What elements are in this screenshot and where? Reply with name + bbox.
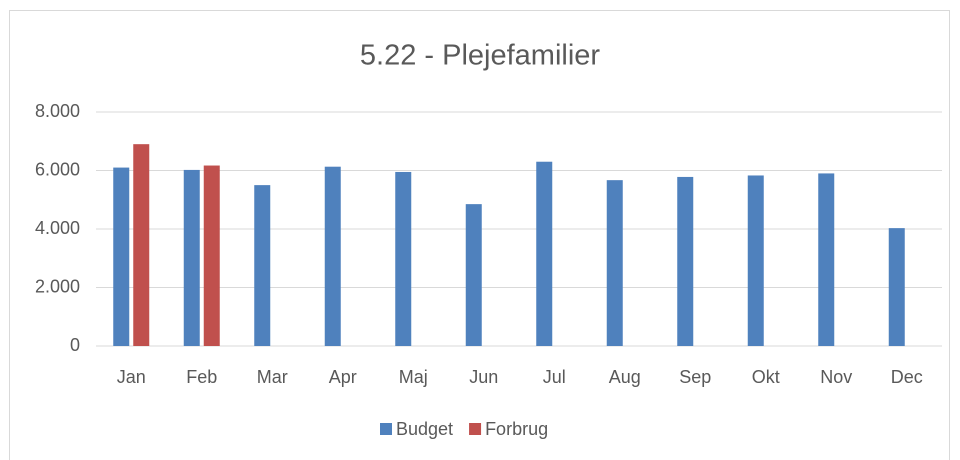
legend-swatch	[380, 423, 392, 435]
y-tick-label: 6.000	[35, 159, 80, 179]
x-tick-label: Jun	[469, 367, 498, 387]
y-tick-label: 8.000	[35, 101, 80, 121]
bar	[888, 228, 905, 346]
y-tick-label: 4.000	[35, 218, 80, 238]
x-tick-label: Nov	[820, 367, 852, 387]
legend-label: Forbrug	[485, 419, 548, 439]
bar	[203, 165, 220, 346]
y-tick-label: 2.000	[35, 276, 80, 296]
x-tick-label: Jul	[543, 367, 566, 387]
bar	[113, 167, 130, 346]
x-tick-label: Okt	[752, 367, 780, 387]
chart-title: 5.22 - Plejefamilier	[360, 40, 600, 72]
bar	[677, 176, 694, 346]
x-tick-label: Maj	[399, 367, 428, 387]
x-tick-label: Dec	[891, 367, 923, 387]
bar	[818, 173, 835, 346]
legend-label: Budget	[396, 419, 453, 439]
legend-swatch	[469, 423, 482, 435]
bar	[747, 175, 764, 346]
bar	[133, 144, 150, 346]
x-tick-label: Jan	[117, 367, 146, 387]
x-tick-label: Aug	[609, 367, 641, 387]
bar	[395, 171, 412, 346]
bar	[606, 180, 623, 346]
bar	[536, 161, 553, 346]
x-tick-label: Feb	[186, 367, 217, 387]
x-tick-label: Sep	[679, 367, 711, 387]
x-tick-label: Mar	[257, 367, 288, 387]
x-tick-label: Apr	[329, 367, 357, 387]
bar	[254, 185, 271, 346]
bar	[324, 166, 341, 346]
y-tick-label: 0	[70, 335, 80, 355]
bar	[183, 169, 200, 346]
bar	[465, 204, 482, 346]
